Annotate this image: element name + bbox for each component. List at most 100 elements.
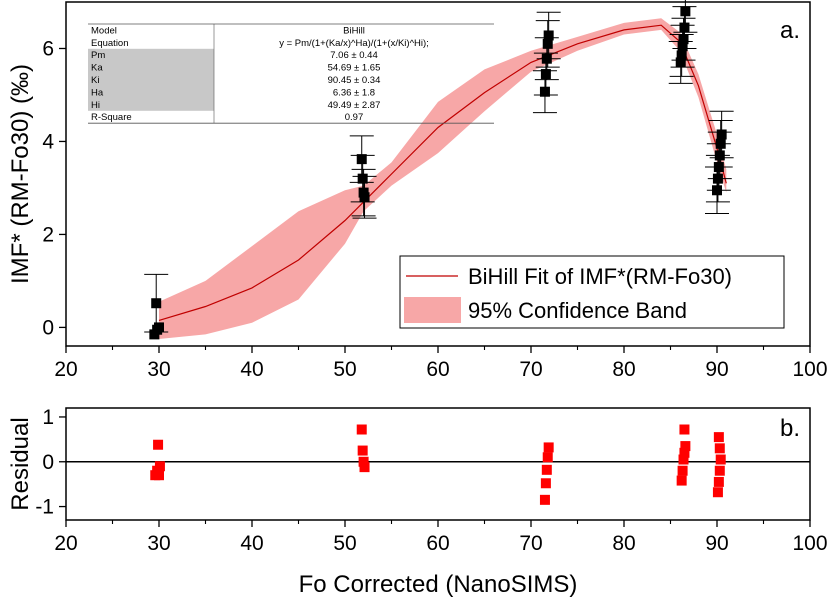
residual-point — [714, 443, 725, 454]
stats-value: 54.69 ± 1.65 — [328, 63, 381, 74]
stats-table: Model BiHill Equation y = Pm/(1+(Ka/x)^Ha)/… — [88, 23, 494, 124]
confidence-band-layer — [159, 18, 727, 340]
data-point — [716, 129, 727, 140]
axis-ticks-a — [59, 47, 811, 353]
stats-value: 6.36 ± 1.8 — [333, 87, 375, 98]
data-point — [151, 298, 162, 309]
x-tick-label: 60 — [426, 532, 449, 555]
x-tick-label: 90 — [705, 358, 728, 381]
stats-value: 49.49 ± 2.87 — [328, 100, 381, 111]
residual-point — [712, 487, 723, 498]
x-tick-label: 30 — [147, 532, 170, 555]
residual-point — [356, 424, 367, 435]
stats-shaded-cell — [88, 48, 214, 111]
residual-point — [359, 462, 370, 473]
tick-labels-a: 20 30 40 50 60 70 80 90 100 0 2 4 6 — [42, 37, 827, 381]
legend-band-label: 95% Confidence Band — [468, 298, 687, 323]
data-point-layer — [149, 6, 727, 340]
residual-point-layer — [150, 424, 726, 505]
residual-point — [713, 476, 724, 487]
plot-frame-b — [65, 407, 811, 521]
residual-point — [678, 454, 689, 465]
residual-point — [714, 465, 725, 476]
residual-point — [542, 452, 553, 463]
residual-point — [540, 478, 551, 489]
data-point — [543, 30, 554, 41]
stats-value: BiHill — [343, 25, 365, 36]
stats-key: Ka — [91, 63, 103, 74]
x-tick-label: 90 — [705, 532, 728, 555]
residual-point — [358, 456, 369, 467]
data-point — [713, 162, 724, 173]
x-tick-label: 20 — [54, 532, 77, 555]
data-point — [154, 322, 164, 333]
stats-key: Ha — [91, 87, 104, 98]
residual-point — [154, 470, 164, 481]
y-tick-label: 6 — [42, 37, 54, 60]
stats-key: Model — [91, 25, 117, 36]
data-point — [542, 38, 553, 49]
y-tick-label: 0 — [42, 316, 54, 339]
x-tick-label: 100 — [792, 532, 827, 555]
y-tick-label: 0 — [42, 451, 54, 474]
residual-point — [676, 475, 687, 486]
x-tick-label: 70 — [519, 532, 542, 555]
data-point — [540, 69, 551, 80]
data-point — [712, 185, 722, 196]
x-tick-label: 50 — [333, 532, 356, 555]
residual-point — [679, 447, 690, 458]
data-point — [356, 154, 367, 165]
panel-a: 20 30 40 50 60 70 80 90 100 0 2 4 6 IMF* (RM-Fo30) (… — [7, 0, 828, 381]
data-point — [541, 53, 552, 64]
stats-value: y = Pm/(1+(Ka/x)^Ha)/(1+(x/Ki)^Hi); — [279, 38, 429, 49]
residual-point — [154, 461, 165, 472]
fit-line — [158, 24, 727, 321]
x-tick-label: 30 — [147, 358, 170, 381]
data-point — [675, 57, 686, 68]
x-tick-label: 40 — [240, 532, 263, 555]
x-tick-label: 80 — [612, 358, 635, 381]
data-point — [679, 22, 690, 33]
residual-point — [543, 442, 554, 453]
residual-point — [713, 432, 724, 443]
x-axis-label: Fo Corrected (NanoSIMS) — [299, 571, 578, 598]
x-tick-label: 80 — [612, 532, 635, 555]
residual-point — [153, 439, 164, 450]
stats-key: Equation — [91, 38, 129, 49]
stats-key: Pm — [91, 50, 105, 61]
legend-band-swatch — [404, 297, 461, 323]
data-point — [680, 6, 691, 17]
data-point — [714, 150, 725, 161]
data-point — [715, 138, 726, 149]
data-point — [678, 34, 689, 45]
data-point — [677, 41, 688, 52]
residual-point — [539, 494, 550, 505]
residual-point — [677, 465, 688, 476]
x-tick-label: 50 — [333, 358, 356, 381]
data-point — [359, 192, 370, 203]
y-tick-label: -1 — [35, 496, 54, 519]
data-point — [357, 173, 368, 184]
y-tick-label: 2 — [42, 223, 54, 246]
residual-point — [679, 424, 690, 435]
y-axis-label-a: IMF* (RM-Fo30) (‰) — [7, 64, 34, 284]
residual-point — [680, 441, 691, 452]
legend: BiHill Fit of IMF*(RM-Fo30) 95% Confiden… — [399, 255, 785, 329]
x-tick-label: 40 — [240, 358, 263, 381]
panel-label-b: b. — [780, 415, 800, 442]
confidence-band — [159, 18, 727, 340]
residual-point — [715, 454, 726, 465]
stats-key: R-Square — [91, 112, 132, 123]
stats-value: 90.45 ± 0.34 — [328, 75, 381, 86]
data-point — [676, 50, 687, 61]
panel-label-a: a. — [780, 17, 800, 44]
legend-fit-label: BiHill Fit of IMF*(RM-Fo30) — [468, 264, 732, 289]
y-tick-label: 4 — [42, 130, 54, 153]
residual-point — [541, 464, 552, 475]
panel-b: 20 30 40 50 60 70 80 90 100 -1 0 1 Residual b. Fo C… — [7, 406, 828, 598]
fit-line-layer — [158, 24, 727, 321]
x-tick-label: 70 — [519, 358, 542, 381]
axis-ticks-b — [59, 416, 811, 527]
stats-key: Hi — [91, 100, 100, 111]
